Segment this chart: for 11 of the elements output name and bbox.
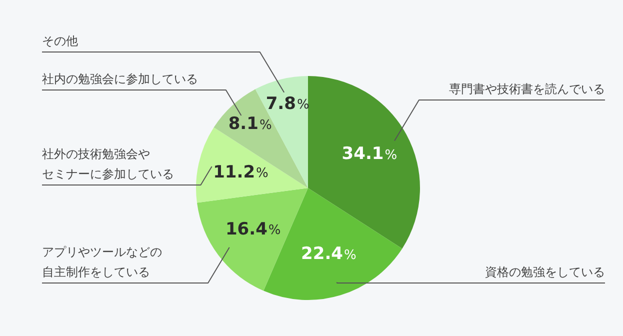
data-label: 16.4%: [225, 219, 281, 240]
slice-label: 社外の技術勉強会やセミナーに参加している: [42, 147, 174, 181]
data-label: 22.4%: [301, 244, 356, 264]
slice-label: 社内の勉強会に参加している: [42, 72, 198, 86]
slice-label: その他: [42, 34, 78, 48]
slice-label: 資格の勉強をしている: [485, 265, 605, 279]
data-label: 11.2%: [213, 162, 268, 182]
slice-label: 専門書や技術書を読んでいる: [449, 82, 605, 96]
slice-label: アプリやツールなどの自主制作をしている: [42, 245, 162, 279]
data-label: 8.1%: [228, 114, 272, 134]
data-label: 34.1%: [342, 144, 398, 164]
